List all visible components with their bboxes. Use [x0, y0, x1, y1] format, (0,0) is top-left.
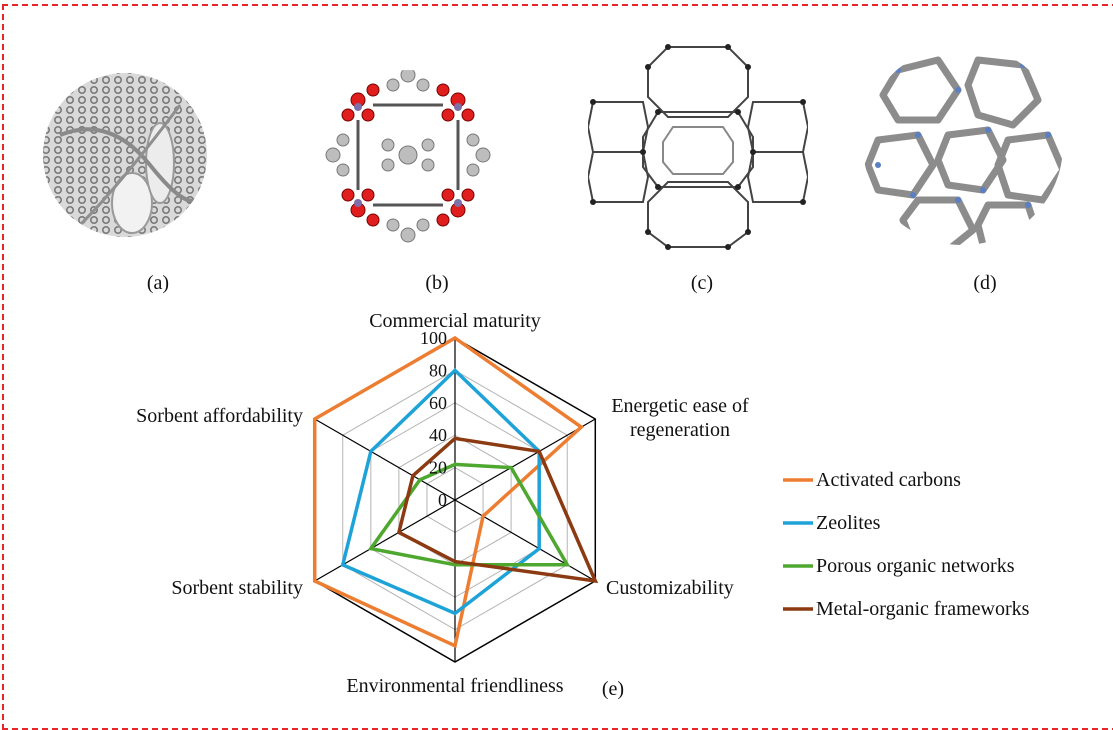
tick-label-80: 80 [429, 360, 447, 380]
axis-spoke-2 [454, 499, 596, 582]
axis-label-0: Commercial maturity [369, 310, 541, 332]
activated-carbon-image [43, 73, 207, 237]
axis-label-4: Sorbent stability [171, 577, 303, 599]
axis-spoke-4 [314, 499, 456, 582]
axis-spoke-1 [454, 418, 596, 501]
legend-label-0: Activated carbons [816, 469, 961, 491]
axis-spoke-5 [314, 418, 456, 501]
series-line-0 [312, 335, 585, 649]
axis-label-2: Customizability [606, 577, 734, 599]
panel-caption-c: (c) [690, 272, 714, 294]
series-line-3 [396, 436, 599, 584]
axis-label-3: Environmental friendliness [346, 675, 563, 697]
tick-label-40: 40 [429, 425, 447, 445]
tick-label-100: 100 [420, 328, 447, 348]
axis-label-1-line-0: Energetic ease of [611, 395, 749, 417]
tick-label-20: 20 [429, 458, 447, 478]
legend-label-2: Porous organic networks [816, 555, 1015, 577]
legend-label-3: Metal-organic frameworks [816, 598, 1030, 620]
zeolite-image [588, 44, 808, 250]
series-line-2 [367, 462, 571, 567]
tick-label-0: 0 [438, 490, 447, 510]
axis-label-1-line-1: regeneration [630, 419, 730, 441]
metal-organic-framework-image [321, 70, 495, 244]
panel-caption-b: (b) [425, 272, 449, 294]
chart-caption-e: (e) [601, 678, 625, 700]
tick-label-60: 60 [429, 393, 447, 413]
legend-label-1: Zeolites [816, 512, 881, 534]
panel-caption-d: (d) [973, 272, 997, 294]
axis-label-5: Sorbent affordability [136, 405, 303, 427]
panel-caption-a: (a) [146, 272, 170, 294]
porous-organic-network-image [864, 56, 1063, 245]
